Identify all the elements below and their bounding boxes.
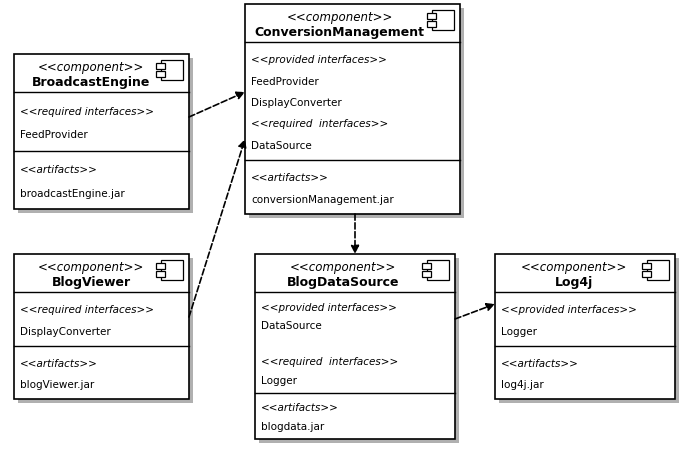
Text: <<provided interfaces>>: <<provided interfaces>>: [501, 304, 637, 314]
Bar: [161, 260, 183, 281]
Bar: [642, 263, 651, 269]
Text: <<artifacts>>: <<artifacts>>: [20, 358, 98, 368]
Bar: [427, 23, 436, 28]
Text: DisplayConverter: DisplayConverter: [251, 98, 342, 108]
Text: BlogDataSource: BlogDataSource: [287, 275, 399, 288]
Bar: [427, 260, 449, 281]
Bar: [245, 5, 460, 215]
Bar: [648, 260, 669, 281]
Text: blogViewer.jar: blogViewer.jar: [20, 379, 94, 389]
Bar: [255, 254, 455, 439]
Text: blogdata.jar: blogdata.jar: [261, 421, 325, 431]
Bar: [161, 61, 183, 81]
Text: BlogViewer: BlogViewer: [52, 275, 131, 288]
Text: <<component>>: <<component>>: [38, 260, 144, 273]
Text: <<component>>: <<component>>: [290, 260, 396, 273]
Bar: [18, 59, 193, 213]
Text: DataSource: DataSource: [251, 140, 312, 150]
Bar: [156, 64, 165, 69]
Text: ConversionManagement: ConversionManagement: [255, 26, 424, 39]
Bar: [427, 14, 436, 19]
Text: BroadcastEngine: BroadcastEngine: [32, 76, 150, 89]
Text: <<provided interfaces>>: <<provided interfaces>>: [261, 302, 397, 312]
Bar: [432, 11, 454, 31]
Text: DataSource: DataSource: [261, 320, 322, 330]
Text: <<artifacts>>: <<artifacts>>: [251, 173, 329, 183]
Bar: [422, 263, 431, 269]
Bar: [18, 258, 193, 403]
Text: FeedProvider: FeedProvider: [251, 76, 319, 86]
Text: conversionManagement.jar: conversionManagement.jar: [251, 194, 394, 204]
Bar: [156, 272, 165, 278]
Text: <<artifacts>>: <<artifacts>>: [20, 165, 98, 175]
Text: <<required  interfaces>>: <<required interfaces>>: [261, 357, 399, 367]
Text: <<component>>: <<component>>: [38, 60, 144, 74]
Text: Log4j: Log4j: [555, 275, 593, 288]
Bar: [14, 55, 189, 210]
Bar: [422, 272, 431, 278]
Bar: [495, 254, 675, 399]
Bar: [499, 258, 679, 403]
Text: log4j.jar: log4j.jar: [501, 379, 544, 389]
Bar: [259, 258, 459, 443]
Bar: [156, 263, 165, 269]
Text: <<provided interfaces>>: <<provided interfaces>>: [251, 55, 387, 65]
Text: Logger: Logger: [501, 326, 537, 336]
Bar: [14, 254, 189, 399]
Bar: [156, 72, 165, 78]
Text: <<required  interfaces>>: <<required interfaces>>: [251, 119, 388, 129]
Text: <<artifacts>>: <<artifacts>>: [261, 403, 339, 413]
Text: FeedProvider: FeedProvider: [20, 130, 88, 140]
Text: <<artifacts>>: <<artifacts>>: [501, 358, 579, 368]
Text: <<required interfaces>>: <<required interfaces>>: [20, 304, 154, 314]
Text: <<component>>: <<component>>: [286, 11, 393, 23]
Text: Logger: Logger: [261, 375, 297, 385]
Bar: [642, 272, 651, 278]
Text: <<component>>: <<component>>: [521, 260, 628, 273]
Text: DisplayConverter: DisplayConverter: [20, 326, 111, 336]
Text: <<required interfaces>>: <<required interfaces>>: [20, 106, 154, 116]
Text: broadcastEngine.jar: broadcastEngine.jar: [20, 188, 125, 198]
Bar: [249, 9, 464, 219]
